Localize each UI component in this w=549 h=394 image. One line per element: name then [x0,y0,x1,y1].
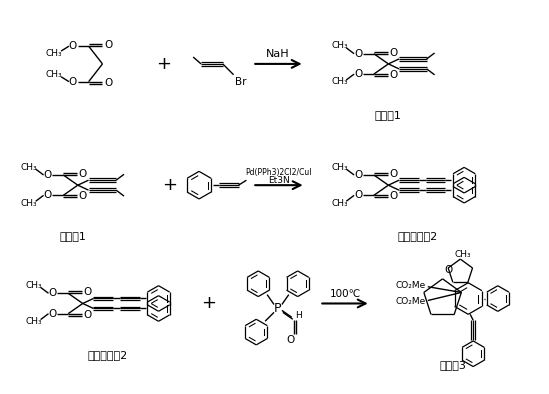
Text: O: O [354,49,362,59]
Text: CH₃: CH₃ [46,70,63,79]
Text: 化合物1: 化合物1 [375,110,402,120]
Text: CO₂Me: CO₂Me [396,297,426,306]
Text: CH₃: CH₃ [455,250,472,259]
Text: O: O [43,190,52,200]
Text: CH₃: CH₃ [25,281,42,290]
Text: O: O [84,310,92,320]
Text: 化合物1: 化合物1 [59,231,86,242]
Text: CH₃: CH₃ [46,48,63,58]
Text: +: + [201,294,216,312]
Text: O: O [48,288,57,298]
Text: O: O [444,265,452,275]
Text: CH₃: CH₃ [331,199,348,208]
Text: O: O [79,191,87,201]
Text: O: O [389,70,397,80]
Text: 100℃: 100℃ [329,289,361,299]
Text: O: O [389,191,397,201]
Text: NaH: NaH [266,49,290,59]
Text: 化合物3: 化合物3 [439,360,466,370]
Text: Br: Br [235,77,247,87]
Text: H: H [295,311,302,320]
Text: O: O [69,77,77,87]
Text: O: O [389,48,397,58]
Text: O: O [104,40,113,50]
Text: CH₃: CH₃ [20,199,37,208]
Text: O: O [48,309,57,319]
Text: CH₃: CH₃ [331,163,348,172]
Text: O: O [287,335,295,345]
Text: O: O [104,78,113,87]
Text: Pd(PPh3)2Cl2/CuI: Pd(PPh3)2Cl2/CuI [246,168,312,177]
Text: Et3N: Et3N [268,176,290,185]
Text: CH₃: CH₃ [25,317,42,326]
Text: P: P [274,302,282,315]
Text: O: O [43,170,52,180]
Text: O: O [79,169,87,179]
Text: 前体化合物2: 前体化合物2 [398,231,438,242]
Text: +: + [162,176,177,194]
Text: O: O [389,169,397,179]
Text: CH₃: CH₃ [331,41,348,50]
Text: O: O [354,69,362,79]
Text: O: O [354,170,362,180]
Text: +: + [156,55,171,73]
Text: CH₃: CH₃ [331,78,348,86]
Text: O: O [69,41,77,51]
Text: O: O [354,190,362,200]
Text: CH₃: CH₃ [20,163,37,172]
Text: 前体化合物2: 前体化合物2 [87,350,127,360]
Text: O: O [84,287,92,297]
Text: CO₂Me: CO₂Me [396,281,426,290]
